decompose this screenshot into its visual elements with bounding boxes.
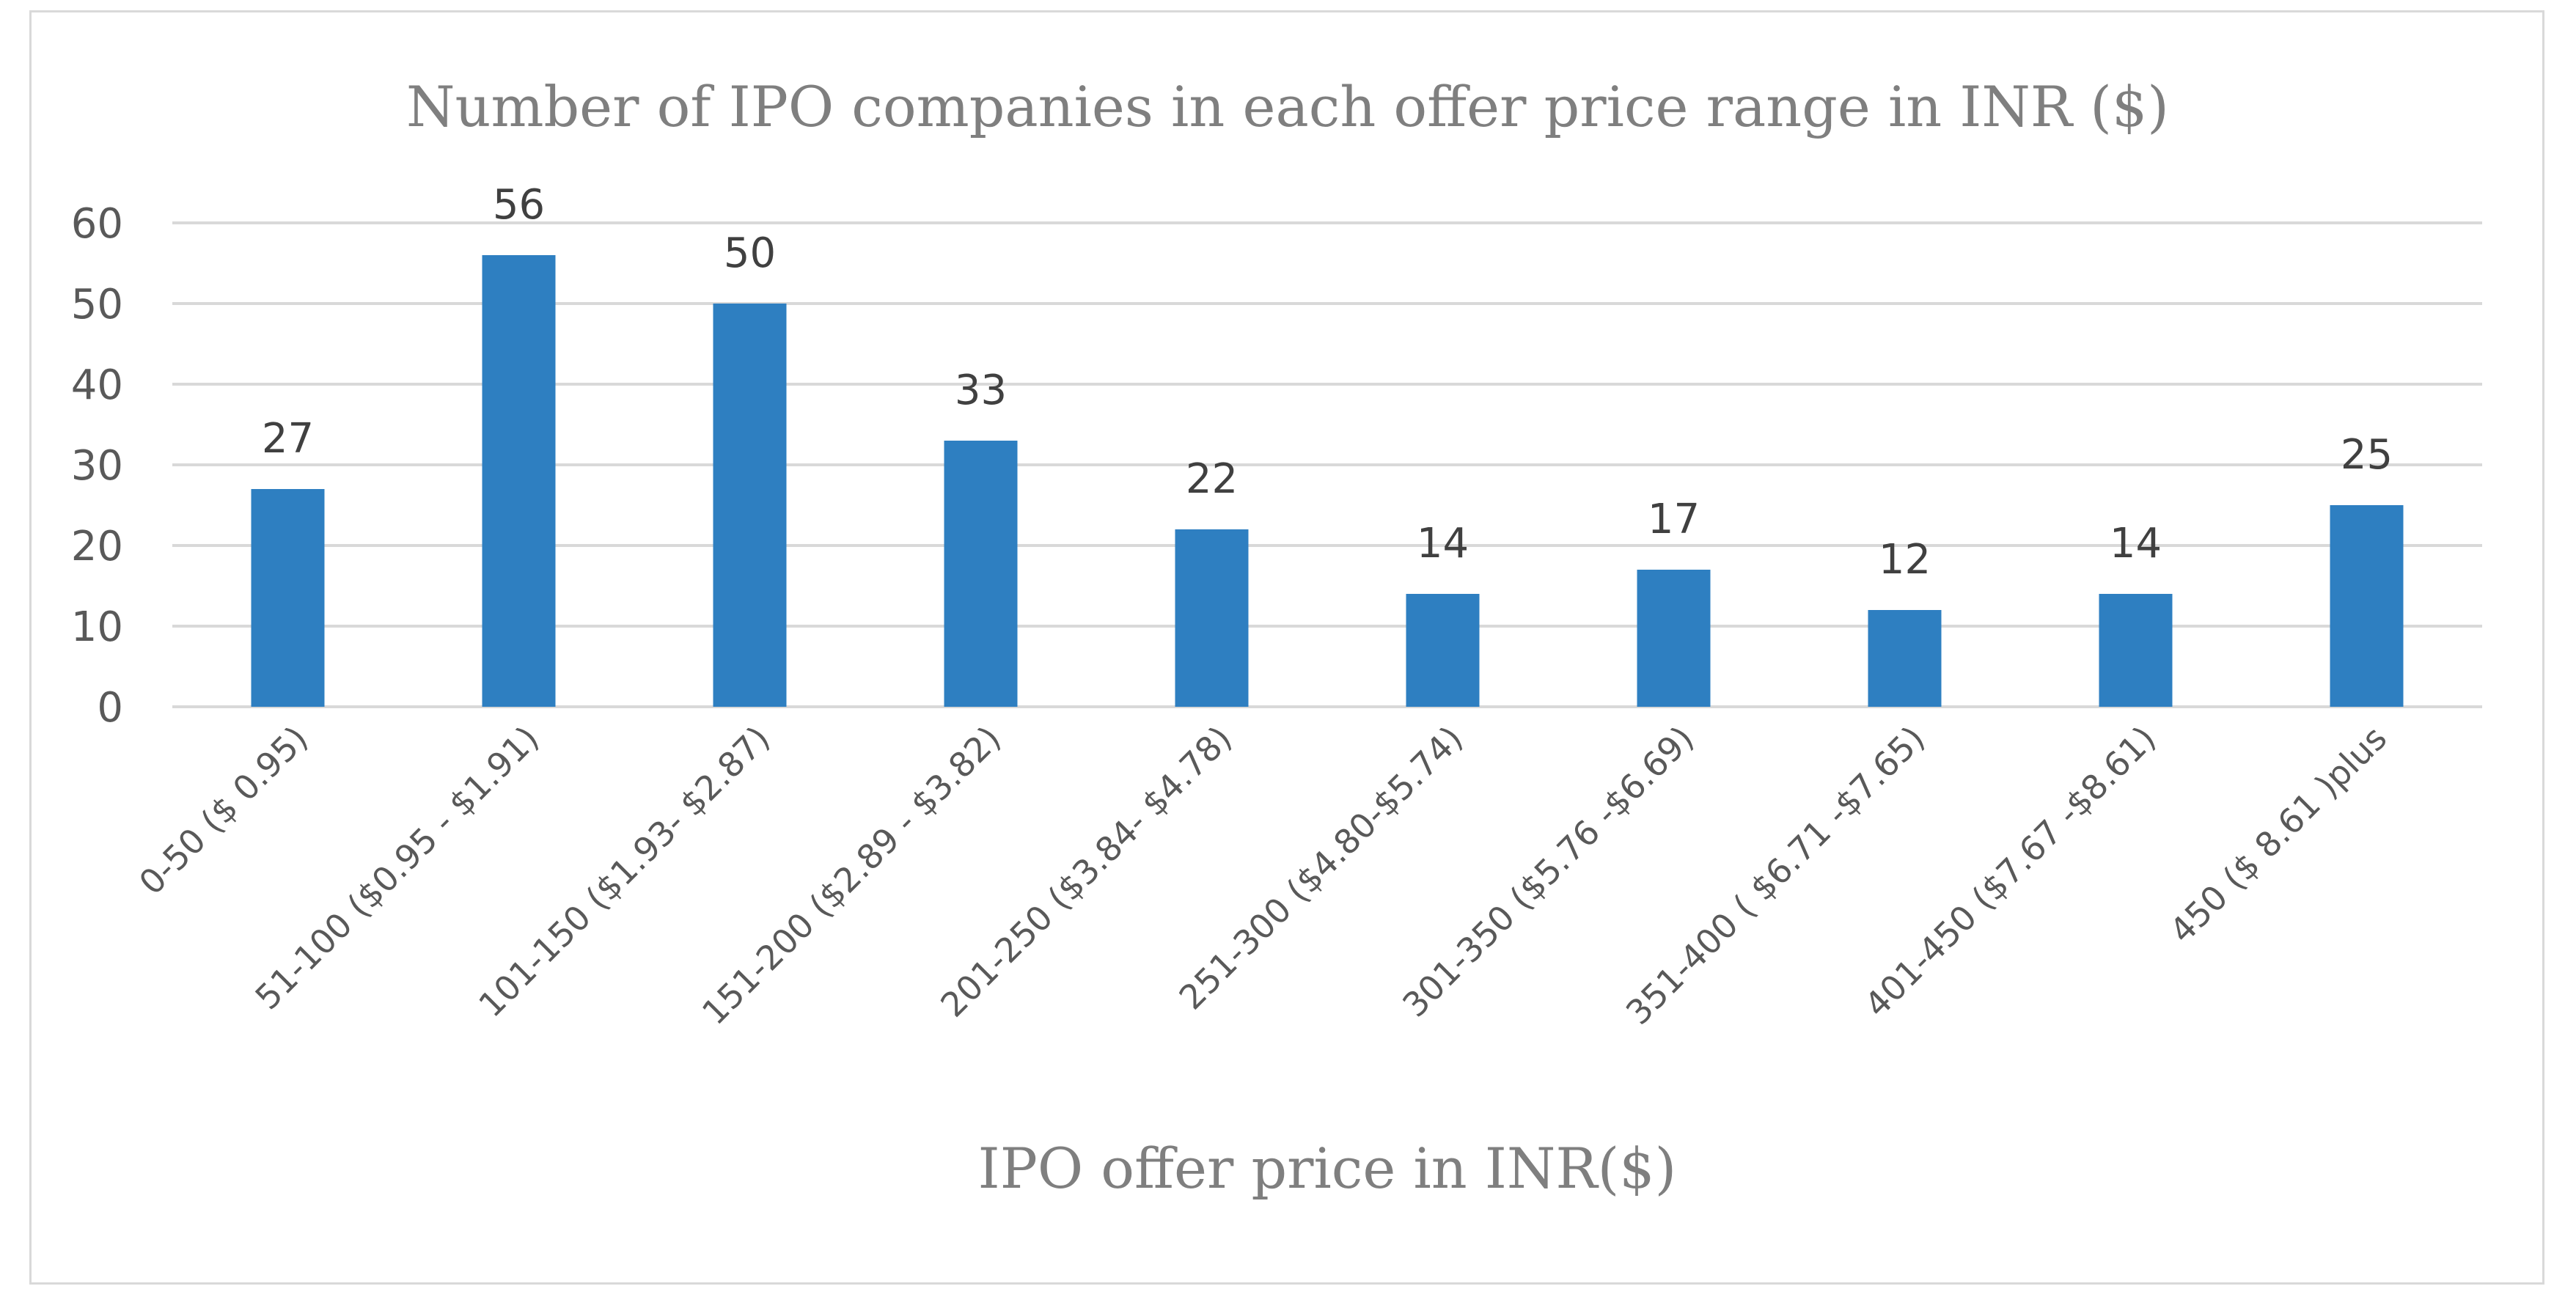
gridlines [172, 221, 2482, 708]
data-label-10: 25 [2341, 431, 2393, 479]
data-label-2: 56 [493, 181, 545, 229]
data-label-9: 14 [2110, 520, 2162, 567]
data-label-3: 50 [724, 229, 776, 277]
x-tick-label-10: 450 ($ 8.61 )plus [2162, 719, 2394, 951]
data-label-1: 27 [262, 415, 314, 463]
data-label-8: 12 [1879, 536, 1931, 584]
bar-1 [251, 489, 325, 707]
y-tick-label-60: 60 [71, 200, 123, 248]
y-tick-label-40: 40 [71, 361, 123, 409]
x-axis-ticks: 0-50 ($ 0.95)51-100 ($0.95 - $1.91)101-1… [131, 719, 2394, 1032]
bar-2 [482, 255, 556, 707]
x-tick-label-1: 0-50 ($ 0.95) [131, 719, 315, 903]
bar-10 [2330, 505, 2404, 707]
y-tick-label-20: 20 [71, 523, 123, 570]
chart-title: Number of IPO companies in each offer pr… [406, 74, 2169, 139]
data-labels: 27 56 50 33 22 14 17 12 14 25 [262, 181, 2393, 584]
bar-4 [944, 441, 1018, 707]
bars [251, 255, 2404, 707]
bar-8 [1868, 610, 1942, 707]
data-label-4: 33 [955, 367, 1007, 414]
y-tick-label-0: 0 [97, 684, 123, 732]
y-axis-ticks: 0 10 20 30 40 50 60 [71, 200, 123, 732]
data-label-5: 22 [1186, 455, 1238, 503]
bar-9 [2099, 594, 2173, 707]
y-tick-label-30: 30 [71, 442, 123, 490]
data-label-7: 17 [1648, 496, 1700, 543]
y-tick-label-10: 10 [71, 603, 123, 651]
bar-7 [1637, 570, 1711, 707]
data-label-6: 14 [1417, 520, 1469, 567]
y-tick-label-50: 50 [71, 281, 123, 328]
bar-6 [1406, 594, 1480, 707]
x-axis-label: IPO offer price in INR($) [978, 1136, 1677, 1201]
bar-5 [1175, 529, 1249, 707]
bar-3 [713, 304, 787, 707]
